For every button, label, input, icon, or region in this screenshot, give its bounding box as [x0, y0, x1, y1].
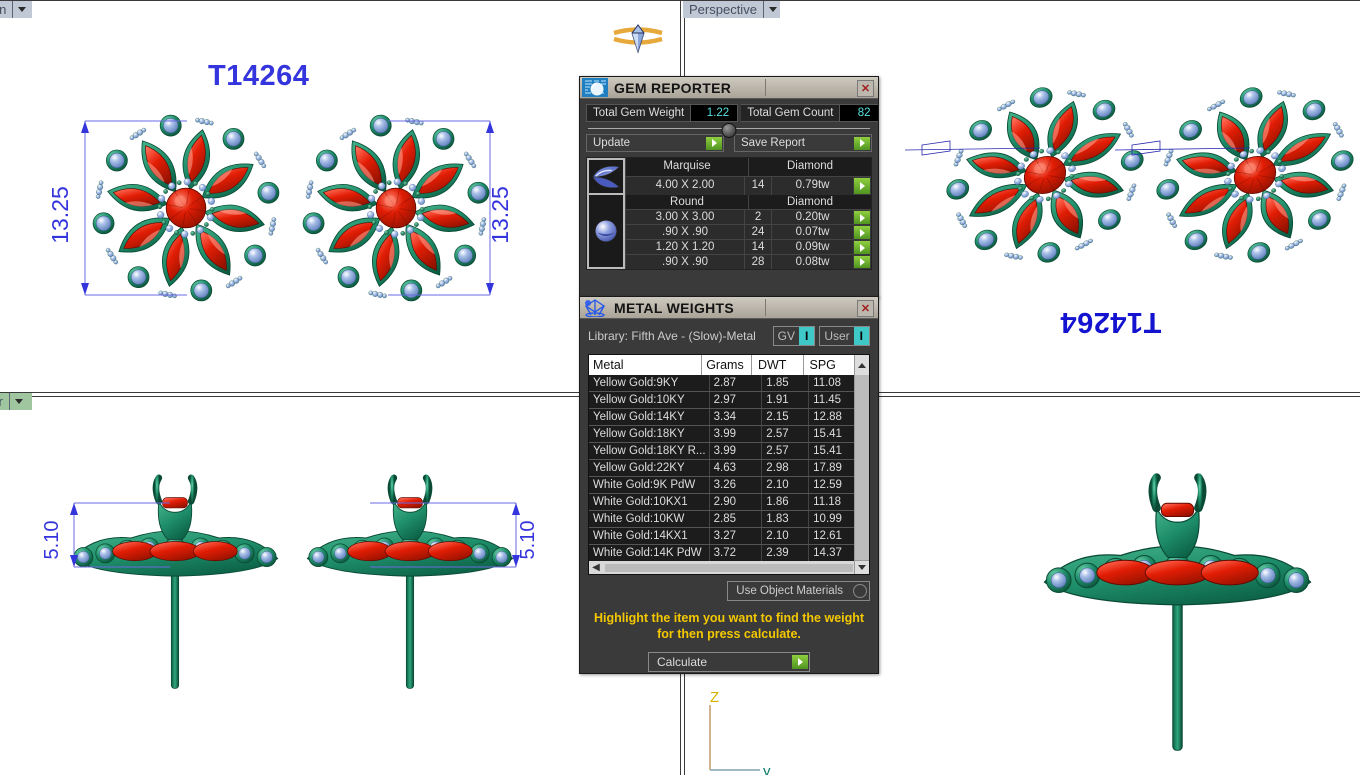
svg-text:Z: Z [710, 689, 719, 706]
svg-text:13.25: 13.25 [47, 186, 73, 244]
svg-text:y: y [763, 763, 771, 775]
svg-text:5.10: 5.10 [41, 521, 63, 560]
svg-text:5.10: 5.10 [517, 521, 539, 560]
